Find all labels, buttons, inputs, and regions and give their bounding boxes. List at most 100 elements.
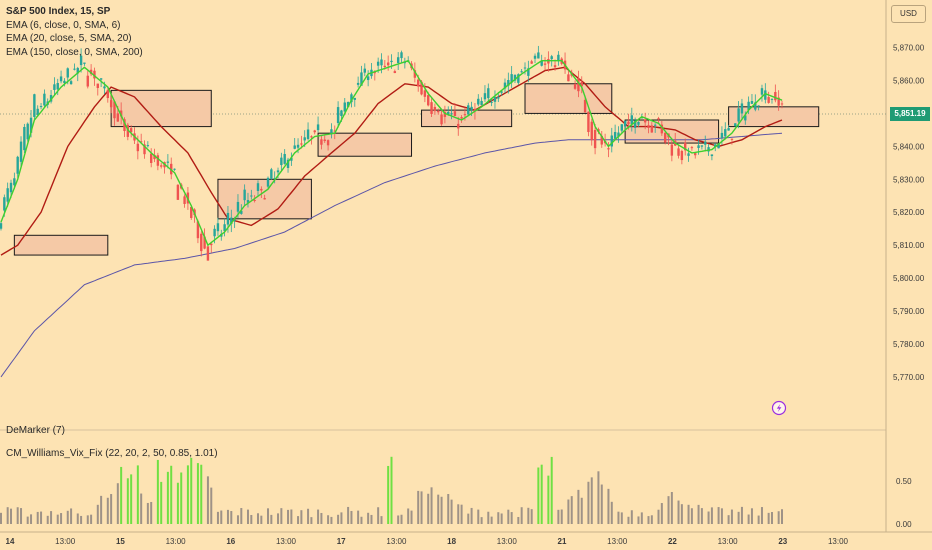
vix-bar [256,513,259,524]
candle-body [593,129,597,149]
time-tick-label: 14 [6,537,15,546]
chart-legend: S&P 500 Index, 15, SP EMA (6, close, 0, … [6,5,143,59]
vix-bar [540,464,543,524]
candle-body [457,123,460,129]
vix-bar [420,491,423,524]
vix-bar [327,515,330,524]
candle-body [627,121,630,125]
candle-body [510,74,513,83]
candle-body [623,120,627,127]
vix-bar [590,477,593,524]
candle-body [543,63,547,65]
vix-bar [677,500,680,524]
candle-body [567,74,570,82]
candle-body [16,156,19,174]
price-axis: 5,870.005,860.005,850.005,840.005,830.00… [893,44,925,382]
candle-body [523,67,527,69]
candle-body [129,128,133,133]
currency-button[interactable]: USD [891,5,926,23]
candle-body [577,78,580,92]
vix-bar [186,465,189,524]
candle-body [320,139,323,145]
candle-body [216,223,220,232]
vix-bar [16,507,19,524]
vix-bar [270,514,273,524]
time-tick-label: 22 [668,537,677,546]
vix-bar [630,510,633,524]
vix-bar [236,515,239,524]
vix-bar [297,516,300,524]
candle-body [637,121,640,125]
candle-body [250,195,253,197]
price-tick-label: 5,860.00 [893,76,925,85]
candle-body [737,108,740,122]
candle-body [136,143,140,152]
vix-bar [650,515,653,524]
candle-body [253,199,256,201]
candle-body [316,124,320,131]
candle-body [684,142,687,151]
candle-body [143,144,146,155]
candle-body [450,113,453,115]
candle-body [550,56,553,60]
vix-bar [407,508,410,524]
candle-body [203,236,206,249]
candle-body [226,212,230,225]
vix-bar [617,511,620,524]
candle-body [643,119,647,123]
legend-ema-150[interactable]: EMA (150, close, 0, SMA, 200) [6,46,143,58]
candle-body [306,129,310,139]
candle-body [323,139,326,142]
candle-body [103,86,106,89]
candle-body [3,197,6,211]
time-tick-label: 18 [447,537,456,546]
candle-body [146,145,150,147]
candle-body [437,110,440,113]
candle-body [497,97,500,99]
vix-bar [40,511,43,524]
vix-bar [320,512,323,524]
vix-bar [6,507,9,524]
vix-fix-label[interactable]: CM_Williams_Vix_Fix (22, 20, 2, 50, 0.85… [6,448,218,459]
vix-bar [570,496,573,524]
vix-bar [400,514,403,524]
candle-body [353,97,356,100]
candle-body [774,91,777,101]
vix-bar [607,488,610,524]
candle-body [223,224,226,232]
demarker-label[interactable]: DeMarker (7) [6,425,65,436]
vix-bar [427,493,430,524]
candle-body [483,93,487,100]
candle-body [724,129,727,137]
candle-body [183,196,186,204]
time-tick-label: 21 [558,537,567,546]
legend-ema-20[interactable]: EMA (20, close, 5, SMA, 20) [6,33,132,44]
vix-bar [580,497,583,524]
legend-ema-6[interactable]: EMA (6, close, 0, SMA, 6) [6,19,121,31]
candle-body [647,125,650,128]
vix-bar [740,506,743,524]
vix-bar [120,466,123,524]
candle-body [640,116,644,119]
vix-bar [447,493,450,524]
vix-bar [510,512,513,524]
vix-bar [146,502,149,524]
candle-body [303,137,306,141]
candle-body [680,150,684,161]
candle-body [677,148,680,156]
lightning-icon[interactable] [771,400,787,416]
vix-bar [760,507,763,524]
candle-body [93,70,96,79]
candle-body [770,98,774,100]
candle-body [557,54,560,62]
candle-body [750,101,754,104]
candle-body [453,111,457,116]
candle-body [76,68,79,74]
vix-bar [70,508,73,524]
candle-body [690,147,694,149]
vix-bar [0,512,2,524]
candle-body [173,168,176,170]
symbol-title[interactable]: S&P 500 Index, 15, SP [6,6,111,17]
candle-body [243,189,246,201]
